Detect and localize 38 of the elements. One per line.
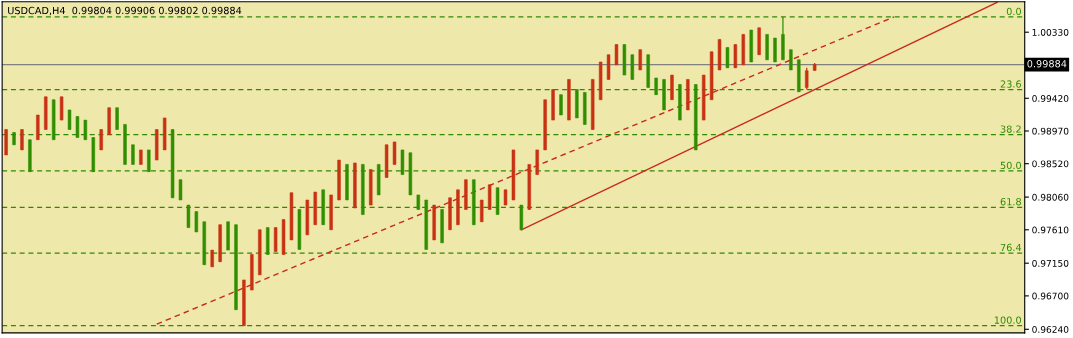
candlestick [67, 109, 72, 131]
candlestick [725, 46, 730, 69]
candlestick [178, 179, 183, 201]
annotation: 38.2 [1000, 125, 1021, 133]
candlestick [480, 199, 484, 223]
candlestick [392, 141, 397, 166]
annotation: 100.0 [994, 316, 1021, 324]
candlestick [99, 128, 103, 151]
y-tick-label: 1.00330 [1032, 28, 1069, 36]
y-tick-label: 0.96240 [1032, 326, 1069, 333]
annotation: 23.6 [1000, 80, 1022, 88]
candlestick [20, 128, 24, 151]
annotation: 61.8 [1000, 198, 1021, 206]
y-tick-label: 0.96700 [1032, 292, 1069, 300]
y-tick-label: 0.99420 [1032, 95, 1069, 102]
candlestick [789, 49, 793, 71]
annotation: 0.0 [1006, 7, 1021, 16]
ref-line-label: 0.99884 [1027, 60, 1067, 68]
candlestick [773, 37, 777, 63]
candlestick [115, 107, 119, 131]
candlestick [559, 94, 563, 116]
candlestick [638, 49, 642, 71]
annotation: 50.0 [1000, 161, 1021, 170]
candlestick [131, 144, 135, 166]
y-tick-label: 0.98970 [1032, 127, 1069, 135]
y-tick-label: 0.97150 [1032, 259, 1069, 267]
candlestick [614, 43, 619, 66]
y-tick-label: 0.97610 [1032, 226, 1069, 234]
candlestick [273, 226, 278, 253]
candlestick [147, 149, 151, 173]
candlestick [805, 67, 809, 91]
chart-title: USDCAD,H4 0.99804 0.99906 0.99802 0.99884 [8, 6, 242, 16]
annotation: 76.4 [1000, 243, 1022, 252]
y-tick-label: 0.98060 [1032, 193, 1069, 201]
candlestick [194, 210, 199, 233]
candlestick [59, 96, 64, 121]
candlestick [733, 43, 738, 69]
y-tick-label: 0.98520 [1032, 160, 1069, 168]
